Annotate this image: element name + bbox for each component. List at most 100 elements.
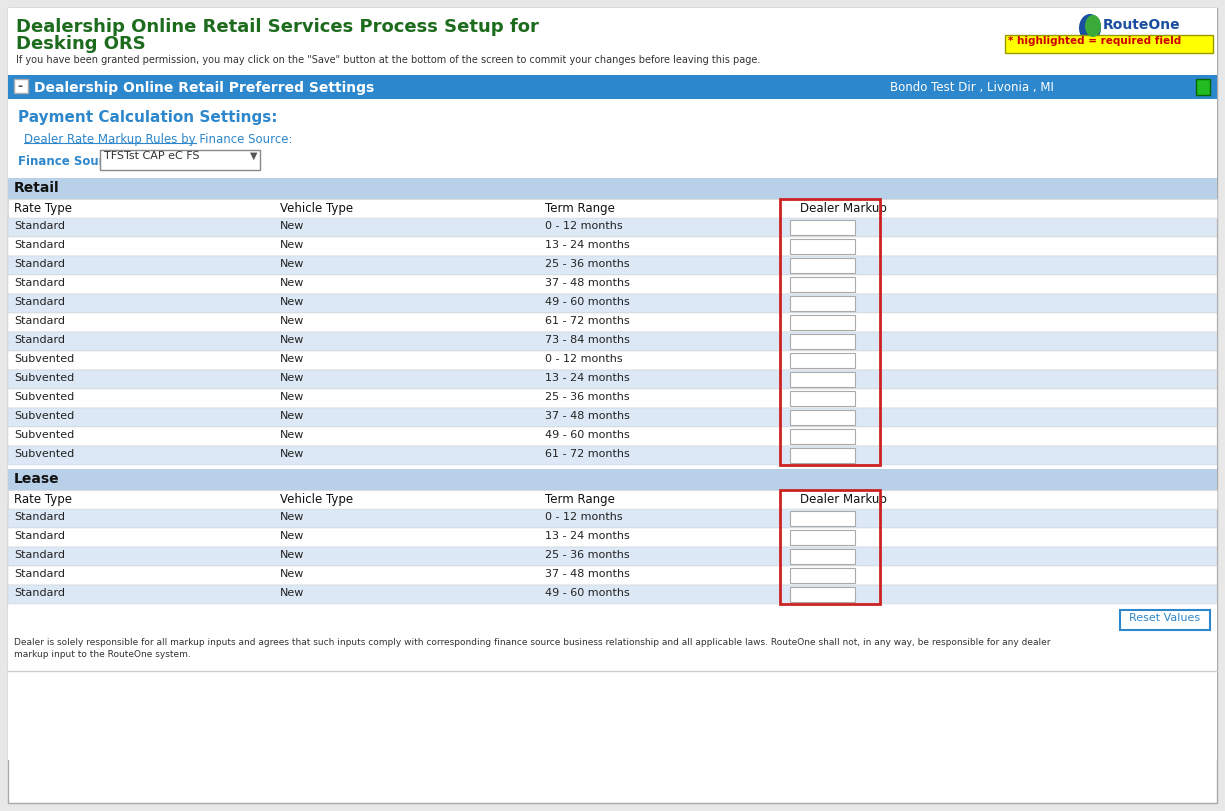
Bar (790, 587, 855, 602)
Text: Payment Calculation Settings:: Payment Calculation Settings: (18, 110, 278, 125)
Text: 0 - 12 months: 0 - 12 months (545, 512, 622, 522)
Text: New: New (281, 221, 304, 231)
Bar (780, 490, 880, 604)
Text: Standard: Standard (13, 259, 65, 269)
Bar (790, 391, 855, 406)
Bar (9, 585, 1216, 604)
Text: New: New (281, 278, 304, 288)
Bar (780, 199, 880, 465)
Text: Subvented: Subvented (13, 430, 75, 440)
Bar (13, 79, 28, 93)
Text: Dealership Online Retail Preferred Settings: Dealership Online Retail Preferred Setti… (34, 81, 375, 95)
Bar (790, 372, 855, 387)
Text: 37 - 48 months: 37 - 48 months (545, 411, 630, 421)
Text: Standard: Standard (13, 588, 65, 598)
Text: Dealer is solely responsible for all markup inputs and agrees that such inputs c: Dealer is solely responsible for all mar… (13, 638, 1051, 647)
Bar (9, 469, 1216, 490)
Text: New: New (281, 449, 304, 459)
Text: Subvented: Subvented (13, 392, 75, 402)
Bar (9, 408, 1216, 427)
Bar (790, 530, 855, 545)
Text: * highlighted = required field: * highlighted = required field (1008, 36, 1181, 46)
Text: Standard: Standard (13, 316, 65, 326)
Text: markup input to the RouteOne system.: markup input to the RouteOne system. (13, 650, 191, 659)
Text: 61 - 72 months: 61 - 72 months (545, 316, 630, 326)
Bar (790, 315, 855, 330)
Text: 25 - 36 months: 25 - 36 months (545, 392, 630, 402)
Bar (790, 448, 855, 463)
Bar (790, 277, 855, 292)
Text: New: New (281, 588, 304, 598)
Text: 49 - 60 months: 49 - 60 months (545, 297, 630, 307)
Text: New: New (281, 569, 304, 579)
Bar (9, 199, 1216, 218)
Text: Dealer Rate Markup Rules by Finance Source:: Dealer Rate Markup Rules by Finance Sour… (24, 133, 293, 146)
Text: Subvented: Subvented (13, 411, 75, 421)
Bar (9, 275, 1216, 294)
Text: If you have been granted permission, you may click on the "Save" button at the b: If you have been granted permission, you… (16, 55, 761, 65)
Text: Standard: Standard (13, 531, 65, 541)
Text: Standard: Standard (13, 240, 65, 250)
Text: Vehicle Type: Vehicle Type (281, 493, 353, 506)
Bar (9, 427, 1216, 446)
Text: 0 - 12 months: 0 - 12 months (545, 221, 622, 231)
Text: Finance Source:: Finance Source: (18, 155, 125, 168)
Text: Retail: Retail (13, 181, 60, 195)
Text: Term Range: Term Range (545, 202, 615, 215)
Text: Lease: Lease (13, 472, 60, 486)
Text: 25 - 36 months: 25 - 36 months (545, 550, 630, 560)
Bar (9, 389, 1216, 408)
Text: New: New (281, 411, 304, 421)
Bar (9, 566, 1216, 585)
Text: 37 - 48 months: 37 - 48 months (545, 569, 630, 579)
Text: Subvented: Subvented (13, 449, 75, 459)
Text: Standard: Standard (13, 550, 65, 560)
Text: New: New (281, 531, 304, 541)
Text: New: New (281, 392, 304, 402)
Text: 25 - 36 months: 25 - 36 months (545, 259, 630, 269)
Bar (790, 353, 855, 368)
Text: New: New (281, 430, 304, 440)
Bar (9, 218, 1216, 237)
Text: 13 - 24 months: 13 - 24 months (545, 240, 630, 250)
Text: Dealer Markup: Dealer Markup (800, 493, 887, 506)
Bar (9, 547, 1216, 566)
Bar (9, 351, 1216, 370)
Text: ▼: ▼ (250, 151, 257, 161)
Bar (9, 528, 1216, 547)
Bar (100, 150, 260, 170)
Bar (9, 490, 1216, 509)
Text: New: New (281, 335, 304, 345)
Text: 37 - 48 months: 37 - 48 months (545, 278, 630, 288)
Text: 49 - 60 months: 49 - 60 months (545, 430, 630, 440)
Bar (1004, 35, 1213, 53)
Text: Term Range: Term Range (545, 493, 615, 506)
Text: 73 - 84 months: 73 - 84 months (545, 335, 630, 345)
Text: TFSTst CAP eC FS: TFSTst CAP eC FS (104, 151, 200, 161)
Text: New: New (281, 512, 304, 522)
Bar (790, 549, 855, 564)
Text: 49 - 60 months: 49 - 60 months (545, 588, 630, 598)
Bar (9, 256, 1216, 275)
Ellipse shape (1085, 15, 1101, 37)
Bar (790, 568, 855, 583)
Text: New: New (281, 259, 304, 269)
Bar (790, 410, 855, 425)
Text: Standard: Standard (13, 278, 65, 288)
Text: Dealer Markup: Dealer Markup (800, 202, 887, 215)
Bar (790, 258, 855, 273)
Text: Standard: Standard (13, 335, 65, 345)
Text: Subvented: Subvented (13, 373, 75, 383)
Text: Subvented: Subvented (13, 354, 75, 364)
Text: New: New (281, 373, 304, 383)
Bar (9, 237, 1216, 256)
Bar (9, 509, 1216, 528)
Bar (9, 99, 1216, 760)
Bar (9, 178, 1216, 199)
Text: 0 - 12 months: 0 - 12 months (545, 354, 622, 364)
Text: New: New (281, 316, 304, 326)
Text: -: - (17, 80, 22, 93)
Bar (1120, 610, 1210, 630)
Text: 13 - 24 months: 13 - 24 months (545, 531, 630, 541)
Text: RouteOne: RouteOne (1102, 18, 1181, 32)
